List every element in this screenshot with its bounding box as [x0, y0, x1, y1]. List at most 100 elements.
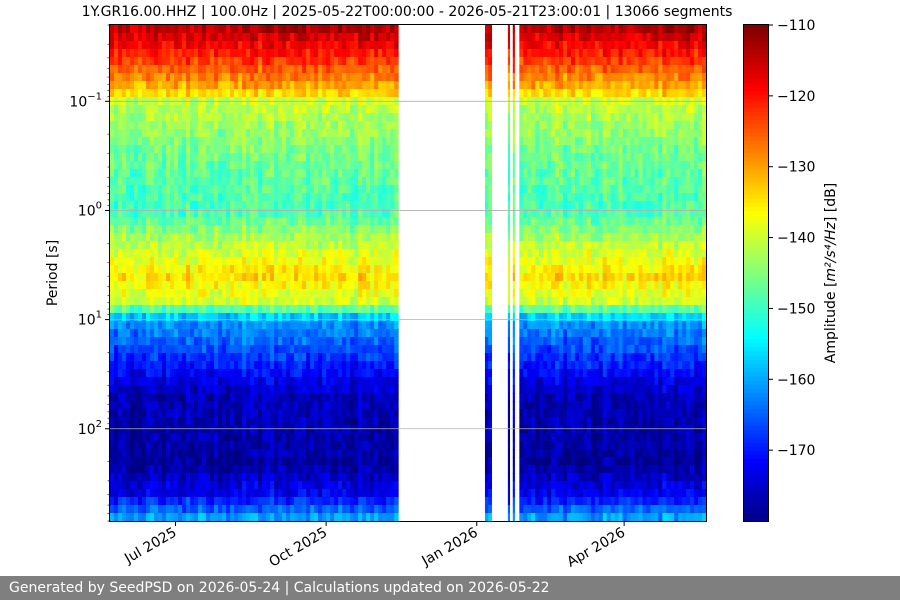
heatmap-cell	[222, 377, 227, 386]
heatmap-cell	[488, 105, 492, 114]
heatmap-cell	[286, 193, 291, 202]
heatmap-cell	[230, 353, 235, 362]
heatmap-cell	[531, 473, 536, 482]
heatmap-cell	[250, 225, 255, 234]
heatmap-cell	[278, 185, 283, 194]
heatmap-cell	[358, 177, 363, 186]
heatmap-cell	[206, 249, 211, 258]
heatmap-cell	[166, 457, 171, 466]
heatmap-cell	[154, 425, 159, 434]
heatmap-cell	[158, 417, 163, 426]
heatmap-cell	[535, 121, 540, 130]
heatmap-cell	[286, 233, 291, 242]
heatmap-cell	[242, 161, 247, 170]
heatmap-cell	[334, 377, 339, 386]
heatmap-cell	[178, 25, 183, 34]
heatmap-cell	[334, 321, 339, 330]
heatmap-cell	[330, 65, 335, 74]
heatmap-cell	[122, 449, 127, 458]
heatmap-cell	[250, 129, 255, 138]
heatmap-cell	[242, 345, 247, 354]
heatmap-cell	[122, 385, 127, 394]
heatmap-cell	[310, 513, 315, 522]
heatmap-cell	[286, 153, 291, 162]
heatmap-cell	[182, 321, 187, 330]
heatmap-cell	[134, 337, 139, 346]
heatmap-cell	[386, 481, 391, 490]
heatmap-cell	[290, 337, 295, 346]
heatmap-cell	[270, 49, 275, 58]
heatmap-cell	[314, 441, 319, 450]
heatmap-cell	[390, 489, 395, 498]
heatmap-cell	[142, 441, 147, 450]
heatmap-cell	[531, 81, 536, 90]
heatmap-cell	[190, 297, 195, 306]
heatmap-cell	[254, 281, 259, 290]
heatmap-cell	[310, 481, 315, 490]
heatmap-cell	[190, 401, 195, 410]
heatmap-cell	[174, 425, 179, 434]
heatmap-cell	[198, 241, 203, 250]
heatmap-cell	[310, 33, 315, 42]
heatmap-cell	[250, 465, 255, 474]
heatmap-cell	[150, 49, 155, 58]
heatmap-cell	[258, 425, 263, 434]
heatmap-cell	[114, 377, 119, 386]
heatmap-cell	[394, 233, 399, 242]
heatmap-cell	[210, 73, 215, 82]
heatmap-cell	[274, 385, 279, 394]
heatmap-cell	[182, 457, 187, 466]
heatmap-cell	[310, 137, 315, 146]
heatmap-cell	[194, 153, 199, 162]
heatmap-cell	[182, 385, 187, 394]
heatmap-cell	[326, 321, 331, 330]
heatmap-cell	[126, 505, 131, 514]
heatmap-cell	[318, 233, 323, 242]
heatmap-cell	[488, 377, 492, 386]
heatmap-cell	[338, 369, 343, 378]
heatmap-cell	[170, 113, 175, 122]
heatmap-cell	[370, 105, 375, 114]
heatmap-cell	[342, 401, 347, 410]
heatmap-cell	[110, 137, 115, 146]
heatmap-cell	[190, 209, 195, 218]
heatmap-cell	[178, 225, 183, 234]
heatmap-cell	[306, 513, 311, 522]
heatmap-cell	[512, 417, 515, 426]
heatmap-cell	[186, 49, 191, 58]
heatmap-cell	[366, 185, 371, 194]
heatmap-cell	[202, 177, 207, 186]
heatmap-cell	[334, 65, 339, 74]
heatmap-cell	[194, 497, 199, 506]
heatmap-cell	[242, 369, 247, 378]
heatmap-cell	[394, 393, 399, 402]
heatmap-cell	[270, 257, 275, 266]
heatmap-cell	[488, 449, 492, 458]
heatmap-cell	[274, 353, 279, 362]
heatmap-cell	[162, 225, 167, 234]
heatmap-cell	[202, 321, 207, 330]
heatmap-cell	[374, 153, 379, 162]
heatmap-cell	[382, 313, 387, 322]
heatmap-cell	[378, 305, 383, 314]
heatmap-cell	[238, 513, 243, 522]
heatmap-cell	[366, 481, 371, 490]
heatmap-cell	[306, 161, 311, 170]
heatmap-cell	[326, 457, 331, 466]
heatmap-cell	[330, 353, 335, 362]
heatmap-cell	[338, 377, 343, 386]
heatmap-cell	[134, 497, 139, 506]
heatmap-cell	[162, 457, 167, 466]
heatmap-cell	[258, 193, 263, 202]
heatmap-cell	[488, 273, 492, 282]
heatmap-cell	[358, 129, 363, 138]
heatmap-cell	[234, 409, 239, 418]
heatmap-cell	[294, 457, 299, 466]
heatmap-cell	[310, 345, 315, 354]
heatmap-cell	[390, 281, 395, 290]
heatmap-cell	[122, 65, 127, 74]
heatmap-cell	[270, 145, 275, 154]
heatmap-cell	[134, 385, 139, 394]
heatmap-cell	[146, 177, 151, 186]
heatmap-cell	[298, 345, 303, 354]
